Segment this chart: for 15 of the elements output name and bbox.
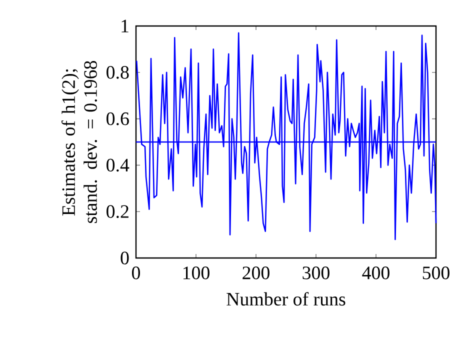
x-tick-label: 0	[132, 266, 140, 280]
y-tick-label: 0	[120, 252, 129, 264]
x-tick-label: 400	[362, 266, 390, 280]
y-tick-label: 0.8	[106, 66, 129, 79]
x-tick-label: 300	[302, 266, 330, 280]
y-tick-label: 0.4	[106, 158, 130, 172]
x-tick-label: 500	[422, 266, 450, 280]
y-tick-label: 1	[122, 20, 128, 32]
line-series	[136, 32, 437, 240]
y-tick-label: 0.2	[106, 205, 128, 218]
x-tick-label: 100	[183, 266, 210, 280]
y-axis-title: Estimates of h1(2); stand. dev. = 0.1968	[62, 60, 98, 223]
x-tick-label: 200	[242, 266, 270, 280]
y-tick-label: 0.6	[106, 112, 129, 126]
x-axis-title: Number of runs	[226, 292, 346, 306]
